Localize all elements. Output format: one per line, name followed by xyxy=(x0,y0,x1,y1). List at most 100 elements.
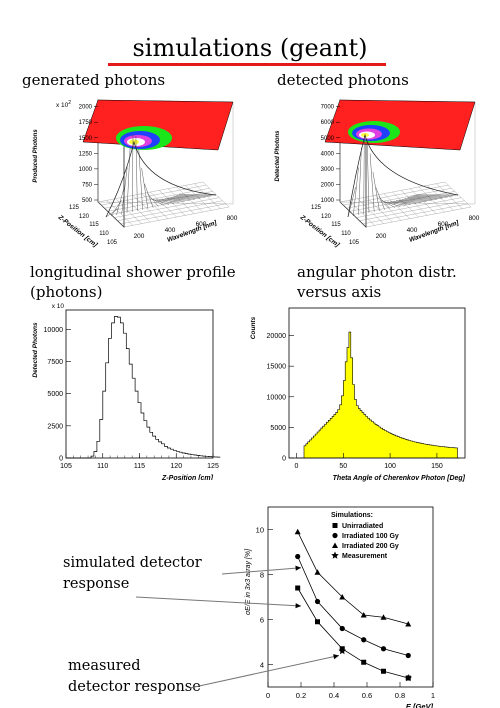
xtick-label: 800 xyxy=(469,215,480,222)
surface2-zaxis-label: Detected Photons xyxy=(275,130,281,182)
ztick-label: 2000 xyxy=(79,105,93,111)
caption-generated: generated photons xyxy=(22,71,166,89)
arrow-simulated-lower xyxy=(135,596,302,607)
marker-triangle xyxy=(332,542,338,548)
xtick-label: 100 xyxy=(384,463,396,470)
histogram-bin xyxy=(126,349,129,458)
surface1-xticks: 200 400 600 800 xyxy=(134,215,238,240)
surface1-zaxis-label: Produced Photons xyxy=(33,129,39,183)
scale-label: x 10 xyxy=(52,303,65,310)
legend-entry: Irradiated 100 Gy xyxy=(342,533,399,540)
arrow-simulated-lower-head xyxy=(295,603,301,609)
xtick-label: 0 xyxy=(295,463,299,470)
histogram-bin xyxy=(115,316,118,458)
surface1-scale-label: x 102 xyxy=(56,100,71,109)
histogram-bin xyxy=(103,391,106,458)
x-axis-label: Theta Angle of Cherenkov Photon [Deg] xyxy=(333,475,466,482)
plot-frame xyxy=(267,506,434,688)
legend-entry: Irradiated 200 Gy xyxy=(342,543,399,550)
surface2-contour-rings xyxy=(348,121,400,143)
caption-detected: detected photons xyxy=(277,71,409,89)
xtick-label: 120 xyxy=(170,463,182,470)
histogram-bin xyxy=(117,317,120,458)
ytick-label: 4 xyxy=(260,661,264,670)
marker-circle xyxy=(405,652,411,659)
x-axis-label: Z-Position [cm] xyxy=(161,475,214,480)
ytick-label: 7500 xyxy=(47,359,63,366)
histogram-bin xyxy=(194,455,197,458)
ztick-label: 3000 xyxy=(321,167,335,173)
annotation-measured-2: detector response xyxy=(68,679,201,695)
histogram-bin xyxy=(159,442,162,458)
histogram-fill xyxy=(296,331,460,459)
annotation-simulated-2: response xyxy=(63,576,130,592)
series-line xyxy=(297,556,409,656)
xtick-label: 600 xyxy=(196,221,207,228)
depth-tick-label: 125 xyxy=(69,205,80,211)
series-line xyxy=(297,531,409,625)
xtick-label: 0.2 xyxy=(296,691,306,700)
caption-longitudinal-1: longitudinal shower profile xyxy=(30,263,236,281)
histogram-bin xyxy=(100,419,103,458)
chart-energy-resolution: 0 0.2 0.4 0.6 0.8 1 4 6 8 10 E [GeV] σE/E in 3x3 ar… xyxy=(135,506,435,708)
histogram-bin xyxy=(123,333,126,458)
histogram-bin xyxy=(165,446,168,458)
histogram-bin xyxy=(176,451,179,458)
legend-entry: Unirradiated xyxy=(342,523,383,530)
plot-frame xyxy=(288,307,466,459)
histogram-bin xyxy=(141,413,144,458)
marker-circle xyxy=(361,637,367,643)
ytick-label: 2500 xyxy=(47,423,63,430)
xtick-label: 105 xyxy=(60,463,72,470)
y-axis-label: σE/E in 3x3 array [%] xyxy=(245,548,252,615)
page-title: simulations (geant) xyxy=(132,34,368,62)
ytick-label: 20000 xyxy=(267,333,287,340)
marker-square xyxy=(332,523,338,528)
depth-tick-label: 105 xyxy=(349,240,360,246)
marker-square xyxy=(295,585,301,591)
histogram-bin xyxy=(120,323,123,458)
y-axis-label: Counts xyxy=(250,316,257,339)
marker-triangle xyxy=(294,528,301,535)
series-line xyxy=(297,587,409,679)
ztick-label: 1500 xyxy=(79,136,93,142)
surface2-peak xyxy=(347,133,459,218)
depth-tick-label: 120 xyxy=(79,214,90,220)
surface1-zticks: 500 750 1000 1250 1500 1750 2000 xyxy=(79,105,98,204)
histogram-bin xyxy=(97,441,100,458)
marker-circle xyxy=(339,625,345,632)
marker-triangle xyxy=(380,614,387,620)
ztick-label: 7000 xyxy=(321,105,335,111)
ytick-label: 5000 xyxy=(270,425,286,432)
xtick-label: 0.6 xyxy=(362,691,372,700)
marker-square xyxy=(361,659,367,665)
caption-longitudinal-2: (photons) xyxy=(30,283,103,301)
surface-ridge-outline xyxy=(347,133,459,218)
x-axis-label: E [GeV] xyxy=(406,702,434,708)
histogram-bin xyxy=(135,391,138,458)
chart-longitudinal-profile: 105 110 115 120 125 0 2500 5000 7500 10000 x 10 Det… xyxy=(32,303,221,480)
ytick-label: 10000 xyxy=(44,327,64,334)
ytick-label: 8 xyxy=(260,571,264,580)
xtick-label: 200 xyxy=(376,233,387,240)
ytick-label: 15000 xyxy=(267,364,287,371)
histogram-bin xyxy=(106,363,109,458)
marker-star xyxy=(338,647,347,655)
depth-tick-label: 115 xyxy=(89,222,99,228)
histogram-bin xyxy=(112,323,115,458)
marker-star xyxy=(404,674,413,682)
histogram-bin xyxy=(170,449,173,458)
histogram-bin xyxy=(156,439,159,458)
histogram-bin xyxy=(147,427,150,458)
ytick-label: 10 xyxy=(256,526,264,535)
ztick-label: 1750 xyxy=(79,120,93,126)
depth-tick-label: 110 xyxy=(99,231,109,237)
xtick-label: 150 xyxy=(431,463,443,470)
arrow-simulated-upper-head xyxy=(295,565,301,571)
xtick-label: 0 xyxy=(266,691,270,700)
marker-star xyxy=(331,551,339,559)
histogram-line xyxy=(66,316,221,459)
marker-square xyxy=(315,619,320,625)
xtick-label: 600 xyxy=(438,221,449,228)
surface-base-grid xyxy=(97,181,230,228)
